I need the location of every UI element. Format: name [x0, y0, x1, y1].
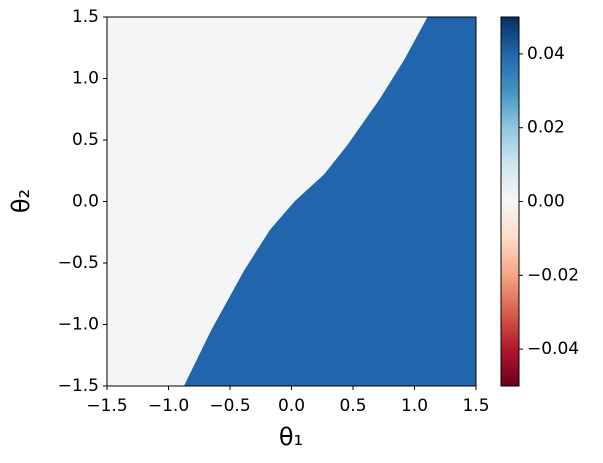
colorbar-tick-label: −0.04 [527, 339, 579, 359]
y-tick-label: 0.0 [72, 192, 99, 212]
x-tick-label: −1.0 [148, 396, 189, 416]
y-tick-label: 0.5 [72, 130, 99, 150]
y-tick-label: −0.5 [58, 253, 99, 273]
boundary [184, 16, 429, 387]
region-right [184, 17, 477, 386]
x-tick-label: 0.5 [339, 396, 366, 416]
x-axis-label: θ₁ [279, 423, 303, 451]
x-tick-label: 1.0 [401, 396, 428, 416]
y-tick-label: −1.0 [58, 315, 99, 335]
colorbar-tick-label: 0.04 [527, 44, 565, 64]
y-tick-label: 1.5 [72, 7, 99, 27]
y-axis-label: θ₂ [7, 189, 35, 213]
colorbar [500, 16, 520, 387]
x-tick-label: −0.5 [209, 396, 250, 416]
x-tick-label: 0.0 [278, 396, 305, 416]
region-left [107, 17, 429, 386]
y-tick-label: −1.5 [58, 376, 99, 396]
colorbar-tick-label: 0.02 [527, 118, 565, 138]
x-tick-label: 1.5 [462, 396, 489, 416]
y-tick-label: 1.0 [72, 69, 99, 89]
colorbar-tick-label: 0.00 [527, 192, 565, 212]
colorbar-tick-label: −0.02 [527, 265, 579, 285]
x-tick-label: −1.5 [86, 396, 127, 416]
